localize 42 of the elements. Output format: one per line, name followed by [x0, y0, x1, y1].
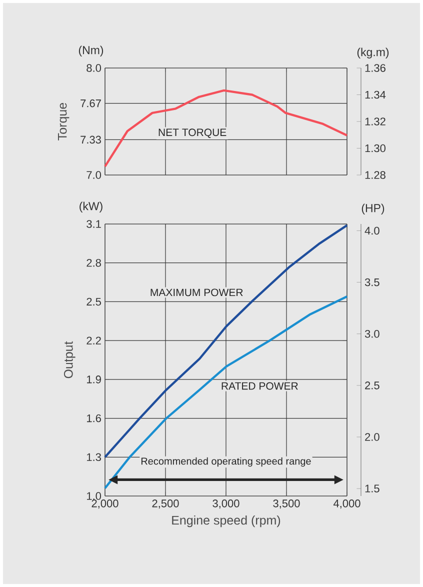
- x-axis-title: Engine speed (rpm): [172, 515, 280, 528]
- text: (Nm): [78, 46, 104, 56]
- y-tick-label: 7.0: [86, 171, 102, 179]
- y2-tick-label: 4.0: [364, 226, 380, 235]
- line-series: [104, 295, 348, 490]
- y2-tick-label: 1.28: [365, 171, 386, 179]
- y2-tick-label: 2.0: [365, 433, 380, 441]
- y-tick-label: 2.5: [86, 298, 101, 306]
- series-label: RATED POWER: [222, 382, 298, 390]
- y-axis-title: Output: [64, 341, 76, 378]
- y2-tick-label: 1.36: [365, 64, 386, 72]
- y-tick-label: 1.9: [87, 376, 101, 384]
- x-tick-label: 3,000: [212, 500, 240, 509]
- y-tick-label: 2.8: [86, 258, 101, 267]
- x-tick-label: 2,500: [152, 500, 179, 509]
- series-label: MAXIMUM POWER: [150, 288, 243, 296]
- y2-tick-label: 1.34: [365, 90, 386, 99]
- y-tick-label: 3.1: [86, 220, 101, 228]
- x-tick-label: 4,000: [333, 500, 360, 509]
- y2-tick-label: 3.5: [364, 278, 380, 286]
- line-series: [104, 89, 348, 168]
- y-tick-label: 1.3: [87, 453, 101, 462]
- y2-tick-label: 2.5: [365, 382, 380, 390]
- y-tick-label: 1.6: [87, 414, 101, 422]
- line-series: [104, 224, 348, 458]
- y2-axis-title: (kg.m): [357, 48, 389, 58]
- y-tick-label: 8.0: [86, 64, 102, 72]
- y-tick-label: 7.33: [80, 136, 101, 144]
- series-label: NET TORQUE: [158, 128, 226, 138]
- y2-tick-label: 1.5: [365, 484, 380, 492]
- y-tick-label: 1.0: [87, 492, 102, 500]
- y2-tick-label: 1.32: [365, 118, 386, 126]
- y2-axis-title: (HP): [362, 204, 384, 214]
- x-tick-label: 3,500: [273, 500, 300, 509]
- y2-tick-label: 3.0: [364, 330, 380, 338]
- text: (kW): [80, 202, 102, 212]
- annotation: Recommended operating speed range: [141, 457, 311, 467]
- y-tick-label: 2.2: [86, 336, 101, 344]
- x-tick-label: 2,000: [92, 500, 118, 509]
- y-axis-title: Torque: [58, 102, 70, 140]
- y2-tick-label: 1.30: [365, 144, 386, 152]
- y-tick-label: 7.67: [80, 99, 101, 108]
